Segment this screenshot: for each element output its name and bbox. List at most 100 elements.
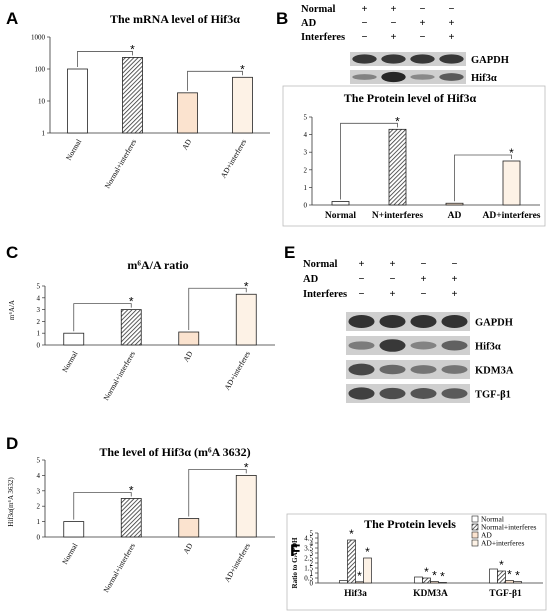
chart-D-bar <box>178 518 200 538</box>
blot-b-strip <box>350 70 466 84</box>
blot-e-protein-label: GAPDH <box>475 318 513 329</box>
chart-f-bar <box>414 576 423 584</box>
blot-b-condition-label: Interferes <box>301 32 345 43</box>
blot-b-condition-label: Normal <box>301 4 335 15</box>
chart-B-bar <box>502 160 521 206</box>
chart-f-significance-star: * <box>349 527 354 541</box>
blot-e-band <box>348 341 375 350</box>
chart-f-legend-swatch <box>471 531 479 539</box>
blot-e-sign: − <box>421 259 427 270</box>
chart-D-bar <box>235 474 257 538</box>
chart-F-ytick-label: 3.5 <box>304 545 313 553</box>
chart-D-ytick-label: 3 <box>37 487 41 495</box>
chart-f-category-label: KDM3A <box>413 589 448 599</box>
chart-B-significance-bracket <box>454 154 512 202</box>
chart-D-ytick-label: 0 <box>37 534 41 542</box>
blot-e-strip <box>346 384 470 403</box>
chart-C-category-label: AD+interferes <box>222 349 252 391</box>
chart-A-ytick-label: 10 <box>38 98 46 106</box>
blot-e-sign: − <box>359 274 365 285</box>
panel-letter-a: A <box>6 9 18 28</box>
chart-C-ytick-label: 0 <box>37 342 41 350</box>
blot-b-sign: − <box>449 4 455 15</box>
blot-e-band <box>441 365 468 374</box>
blot-e-strip <box>346 336 470 355</box>
chart-f-ylabel: Ratio to GAPDH <box>291 537 299 588</box>
blot-e-condition-label: AD <box>303 274 319 285</box>
chart-f-legend-swatch <box>471 515 479 523</box>
panel-f-frame <box>286 513 547 611</box>
chart-B-ytick-label: 4 <box>304 131 308 139</box>
chart-c-title: m⁶A/A ratio <box>127 258 188 272</box>
blot-e-strip <box>346 312 470 331</box>
blot-b-sign: + <box>391 32 397 43</box>
blot-e-band <box>379 339 406 352</box>
chart-A-category-label: AD <box>180 137 194 151</box>
chart-f-legend-label: Normal+interferes <box>481 523 537 532</box>
chart-B-significance-star: * <box>395 114 400 128</box>
chart-C-ytick-label: 2 <box>37 318 41 326</box>
chart-A-significance-star: * <box>240 62 245 76</box>
chart-C-category-label: AD <box>181 349 195 363</box>
chart-F-ytick-label: 0 <box>310 580 314 588</box>
chart-C-significance-bracket <box>188 287 247 331</box>
chart-C-bar <box>235 293 257 346</box>
blot-e-sign: − <box>452 259 458 270</box>
blot-e-band <box>410 388 437 399</box>
chart-F-ytick-label: 2.5 <box>304 555 313 563</box>
chart-C-significance-star: * <box>129 295 134 309</box>
chart-f-bar <box>339 580 348 584</box>
blot-b-band <box>381 71 406 83</box>
chart-B-bar <box>445 202 464 206</box>
chart-F-ytick-label: 4 <box>310 540 314 548</box>
chart-f-significance-star: * <box>357 569 362 583</box>
chart-A-category-label: Normal <box>64 138 83 162</box>
chart-C-category-label: Normal <box>60 350 79 374</box>
chart-B-significance-bracket <box>340 122 398 200</box>
blot-b-band <box>410 74 435 80</box>
chart-B-ytick-label: 3 <box>304 149 308 157</box>
chart-C-bar <box>120 309 142 346</box>
chart-F-ytick-label: 1 <box>310 570 314 578</box>
blot-b-band <box>352 54 377 64</box>
panel-letter-d: D <box>6 434 18 453</box>
blot-e-band <box>441 340 468 351</box>
blot-e-condition-label: Normal <box>303 259 337 270</box>
chart-B-bar <box>388 128 407 206</box>
chart-f-bar <box>513 581 522 584</box>
chart-f-significance-star: * <box>440 570 445 584</box>
blot-e-sign: + <box>421 274 427 285</box>
blot-e-band <box>348 314 375 329</box>
blot-e-sign: − <box>390 274 396 285</box>
blot-e-sign: + <box>452 274 458 285</box>
blot-e-band <box>410 365 437 374</box>
chart-D-category-label: AD <box>181 541 195 555</box>
chart-f-significance-star: * <box>365 545 370 559</box>
chart-A-significance-bracket <box>77 51 133 67</box>
chart-A-ytick-label: 1 <box>42 130 46 138</box>
chart-f-significance-star: * <box>499 558 504 572</box>
blot-e-sign: + <box>359 259 365 270</box>
chart-f-significance-star: * <box>515 569 520 583</box>
chart-D-category-label: AD+interferes <box>222 541 252 583</box>
blot-b-sign: − <box>420 4 426 15</box>
chart-f-legend-label: Normal <box>481 515 504 524</box>
chart-A-bar <box>177 92 198 134</box>
chart-F-ytick-label: 4.5 <box>304 535 313 543</box>
chart-f-legend-swatch <box>471 523 479 531</box>
blot-b-protein-label: GAPDH <box>471 55 509 66</box>
chart-D-ytick-label: 2 <box>37 503 41 511</box>
blot-b-sign: + <box>391 4 397 15</box>
chart-D-significance-bracket <box>73 492 132 520</box>
blot-e-band <box>410 314 437 329</box>
blot-e-strip <box>346 360 470 379</box>
chart-D-significance-bracket <box>188 468 247 517</box>
blots-layer: Normal + + − − AD − − + + Interferes − + − + GAPDH Hif3α… <box>301 4 514 403</box>
chart-A-bar <box>122 57 143 134</box>
chart-F-ytick-label: 1.5 <box>304 565 313 573</box>
blot-b-sign: − <box>362 18 368 29</box>
chart-f-title: The Protein levels <box>364 517 456 531</box>
chart-D-bar <box>120 498 142 538</box>
chart-c-ylabel: m⁶A/A <box>8 300 16 320</box>
chart-A-significance-bracket <box>187 70 243 91</box>
